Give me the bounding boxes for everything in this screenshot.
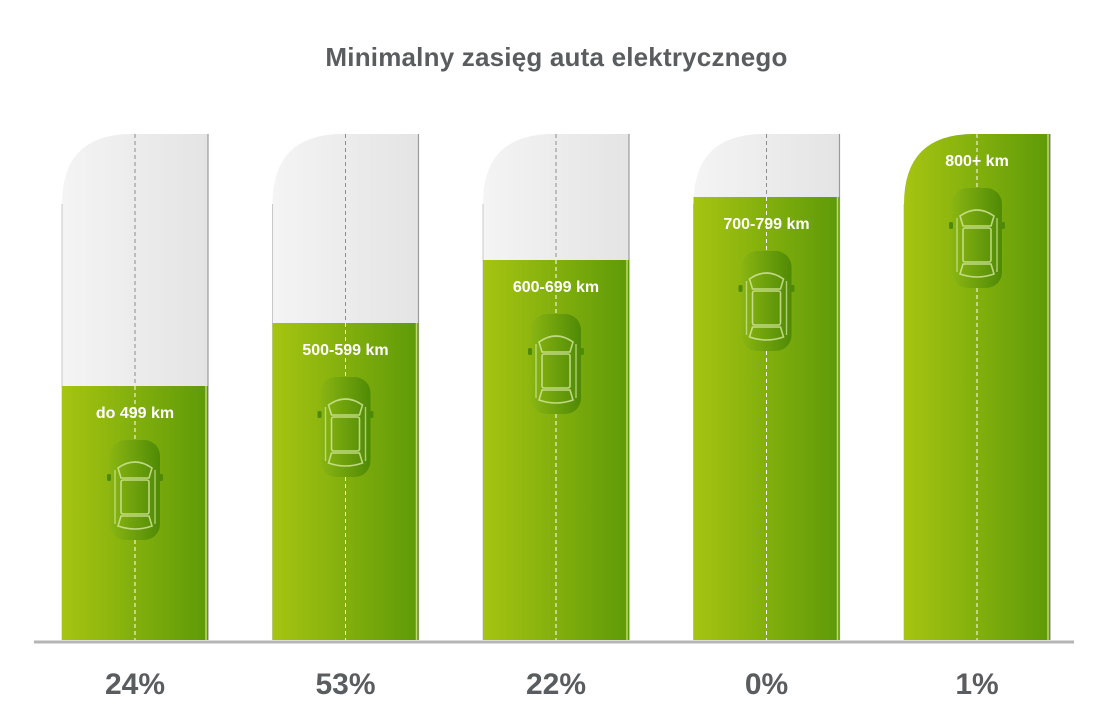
bar-value-label: 1%: [955, 668, 998, 701]
bar-category-label: 600-699 km: [513, 279, 599, 296]
bar-value-label: 53%: [315, 668, 375, 701]
bar-category-label: 500-599 km: [302, 342, 388, 359]
bar-2: [272, 323, 419, 640]
car-top-view-icon: [738, 251, 795, 351]
car-top-view-icon: [528, 314, 584, 414]
bar-category-label: 800+ km: [945, 153, 1009, 170]
chart-title: Minimalny zasięg auta elektrycznego: [325, 42, 788, 72]
bar-category-label: 700-799 km: [723, 216, 809, 233]
bar-value-label: 22%: [526, 668, 586, 701]
car-top-view-icon: [949, 188, 1005, 288]
bar-4: [693, 197, 840, 640]
bar-value-label: 24%: [105, 668, 165, 701]
car-top-view-icon: [317, 377, 374, 477]
car-top-view-icon: [107, 440, 163, 540]
bar-value-label: 0%: [745, 668, 788, 701]
bar-category-label: do 499 km: [96, 405, 174, 422]
